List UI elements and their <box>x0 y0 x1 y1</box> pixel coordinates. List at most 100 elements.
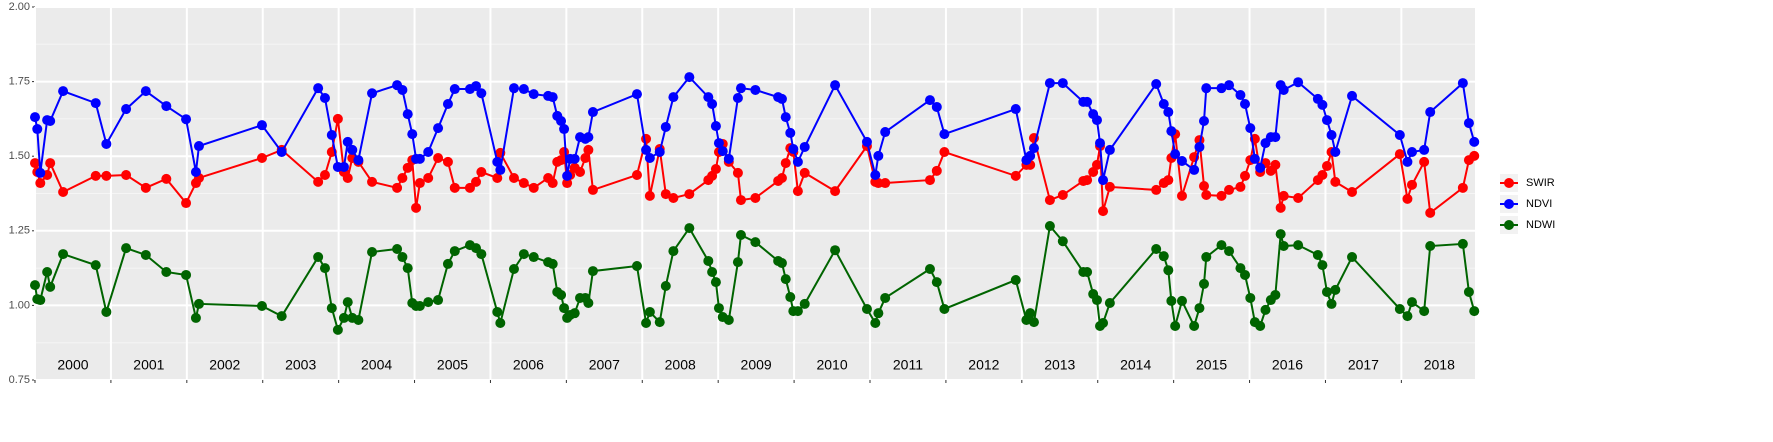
data-point <box>1469 306 1480 317</box>
data-point <box>508 83 519 94</box>
data-point <box>723 153 734 164</box>
data-point <box>101 306 112 317</box>
data-point <box>1457 78 1468 89</box>
data-point <box>1235 90 1246 101</box>
data-point <box>684 223 695 234</box>
data-point <box>32 124 43 135</box>
data-point <box>35 178 46 189</box>
data-point <box>58 249 69 260</box>
data-point <box>1163 107 1174 118</box>
data-point <box>939 303 950 314</box>
y-tick-label: 0.75 <box>9 374 30 386</box>
data-point <box>1394 303 1405 314</box>
data-point <box>319 263 330 274</box>
data-point <box>717 146 728 157</box>
data-point <box>508 263 519 274</box>
data-point <box>433 152 444 163</box>
data-point <box>492 306 503 317</box>
data-point <box>735 229 746 240</box>
year-label: 2000 <box>57 357 88 373</box>
data-point <box>45 158 56 169</box>
year-label: 2014 <box>1120 357 1151 373</box>
data-point <box>880 178 891 189</box>
data-point <box>1255 320 1266 331</box>
data-point <box>342 297 353 308</box>
data-point <box>1425 207 1436 218</box>
data-point <box>1347 252 1358 263</box>
data-point <box>644 306 655 317</box>
data-point <box>1260 304 1271 315</box>
data-point <box>1270 289 1281 300</box>
data-point <box>641 144 652 155</box>
data-point <box>924 175 935 186</box>
data-point <box>1402 311 1413 322</box>
data-point <box>1321 161 1332 172</box>
year-label: 2017 <box>1348 357 1379 373</box>
data-point <box>1158 98 1169 109</box>
data-point <box>193 141 204 152</box>
data-point <box>121 243 132 254</box>
data-point <box>181 269 192 280</box>
data-point <box>1044 195 1055 206</box>
data-point <box>1199 278 1210 289</box>
data-point <box>575 167 586 178</box>
data-point <box>792 306 803 317</box>
data-point <box>332 324 343 335</box>
data-point <box>924 263 935 274</box>
data-point <box>1469 150 1480 161</box>
data-point <box>1163 175 1174 186</box>
data-point <box>1044 221 1055 232</box>
data-point <box>1347 90 1358 101</box>
data-point <box>873 308 884 319</box>
data-point <box>1293 77 1304 88</box>
data-point <box>641 133 652 144</box>
data-point <box>1176 155 1187 166</box>
data-point <box>140 86 151 97</box>
data-point <box>433 295 444 306</box>
data-point <box>338 161 349 172</box>
data-point <box>1457 238 1468 249</box>
data-point <box>1245 123 1256 134</box>
data-point <box>1425 241 1436 252</box>
data-point <box>397 252 408 263</box>
data-point <box>1082 175 1093 186</box>
data-point <box>583 132 594 143</box>
data-point <box>518 84 529 95</box>
year-label: 2001 <box>133 357 164 373</box>
data-point <box>1170 149 1181 160</box>
data-point <box>508 172 519 183</box>
data-point <box>799 167 810 178</box>
data-point <box>1239 98 1250 109</box>
data-point <box>1025 308 1036 319</box>
data-point <box>1170 320 1181 331</box>
y-tick-label: 1.50 <box>9 150 30 162</box>
year-label: 2009 <box>741 357 772 373</box>
legend-label: SWIR <box>1526 177 1555 189</box>
data-point <box>1293 240 1304 251</box>
data-point <box>35 167 46 178</box>
data-point <box>35 295 46 306</box>
data-point <box>193 298 204 309</box>
data-point <box>587 184 598 195</box>
data-point <box>1270 132 1281 143</box>
data-point <box>1419 306 1430 317</box>
data-point <box>1275 202 1286 213</box>
data-point <box>161 173 172 184</box>
data-point <box>1194 141 1205 152</box>
data-point <box>924 95 935 106</box>
data-point <box>181 198 192 209</box>
data-point <box>276 311 287 322</box>
data-point <box>1176 190 1187 201</box>
data-point <box>660 189 671 200</box>
year-label: 2011 <box>893 357 923 373</box>
data-point <box>433 123 444 134</box>
data-point <box>644 190 655 201</box>
data-point <box>713 303 724 314</box>
data-point <box>580 152 591 163</box>
year-label: 2006 <box>513 357 544 373</box>
data-point <box>1394 149 1405 160</box>
data-point <box>780 158 791 169</box>
data-point <box>723 315 734 326</box>
data-point <box>528 252 539 263</box>
data-point <box>121 169 132 180</box>
